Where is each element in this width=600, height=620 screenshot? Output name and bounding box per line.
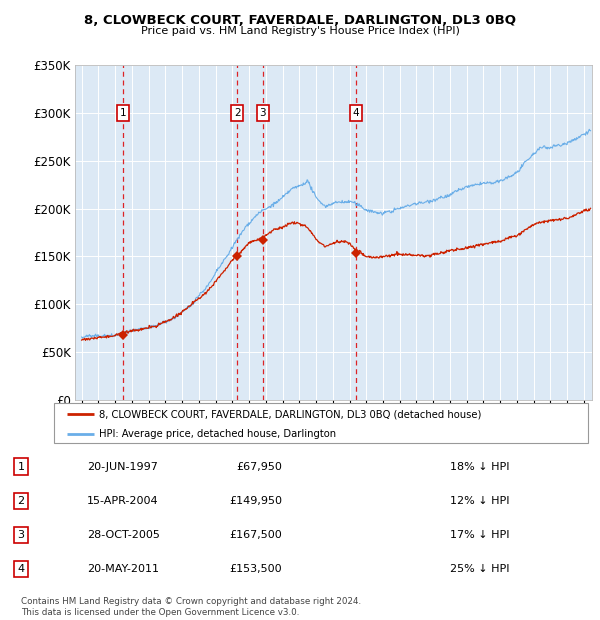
Text: Price paid vs. HM Land Registry's House Price Index (HPI): Price paid vs. HM Land Registry's House … (140, 26, 460, 36)
Text: 1: 1 (17, 461, 25, 472)
Text: £67,950: £67,950 (236, 461, 282, 472)
Text: 25% ↓ HPI: 25% ↓ HPI (450, 564, 509, 574)
Text: 18% ↓ HPI: 18% ↓ HPI (450, 461, 509, 472)
Text: £153,500: £153,500 (229, 564, 282, 574)
Text: £167,500: £167,500 (229, 529, 282, 540)
FancyBboxPatch shape (54, 403, 588, 443)
Text: 3: 3 (17, 529, 25, 540)
Text: 12% ↓ HPI: 12% ↓ HPI (450, 495, 509, 506)
Text: HPI: Average price, detached house, Darlington: HPI: Average price, detached house, Darl… (100, 430, 337, 440)
Text: 1: 1 (119, 108, 126, 118)
Text: 2: 2 (234, 108, 241, 118)
Text: £149,950: £149,950 (229, 495, 282, 506)
Text: 20-MAY-2011: 20-MAY-2011 (87, 564, 159, 574)
Text: 3: 3 (259, 108, 266, 118)
Text: Contains HM Land Registry data © Crown copyright and database right 2024.
This d: Contains HM Land Registry data © Crown c… (21, 598, 361, 617)
Text: 17% ↓ HPI: 17% ↓ HPI (450, 529, 509, 540)
Text: 20-JUN-1997: 20-JUN-1997 (87, 461, 158, 472)
Text: 4: 4 (17, 564, 25, 574)
Text: 4: 4 (353, 108, 359, 118)
Text: 2: 2 (17, 495, 25, 506)
Text: 28-OCT-2005: 28-OCT-2005 (87, 529, 160, 540)
Text: 8, CLOWBECK COURT, FAVERDALE, DARLINGTON, DL3 0BQ: 8, CLOWBECK COURT, FAVERDALE, DARLINGTON… (84, 14, 516, 27)
Text: 8, CLOWBECK COURT, FAVERDALE, DARLINGTON, DL3 0BQ (detached house): 8, CLOWBECK COURT, FAVERDALE, DARLINGTON… (100, 409, 482, 419)
Text: 15-APR-2004: 15-APR-2004 (87, 495, 158, 506)
